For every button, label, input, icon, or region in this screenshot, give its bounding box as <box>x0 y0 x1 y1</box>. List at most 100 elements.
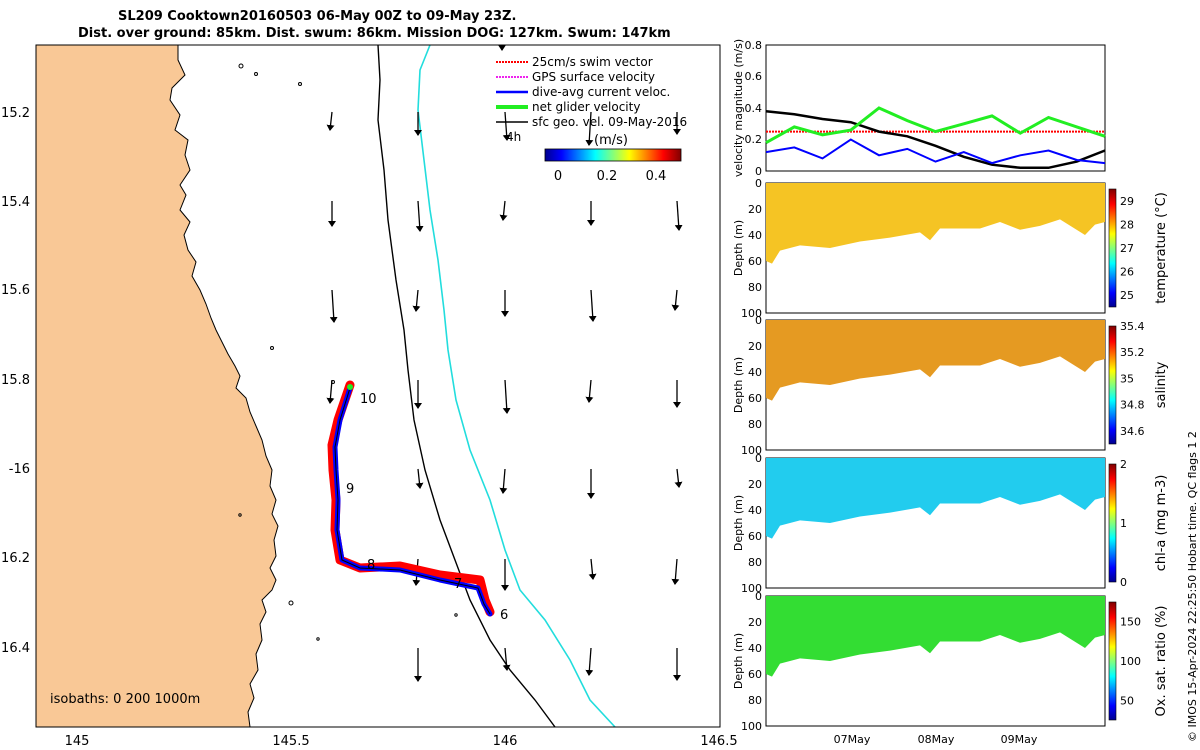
lon-ticks: 145 145.5 146 146.5 <box>65 734 738 749</box>
x-tick-label: 07May <box>834 733 871 746</box>
plot-title-line-2: Dist. over ground: 85km. Dist. swum: 86k… <box>78 26 671 41</box>
colorbar-tick-label: 35.2 <box>1120 346 1145 359</box>
y-tick-label: 80 <box>748 694 762 707</box>
section-data-area <box>766 596 1105 677</box>
legend-label: 25cm/s swim vector <box>532 55 653 69</box>
glider-path-line <box>334 387 491 615</box>
day-label: 9 <box>346 482 354 497</box>
time-axis: 07May 08May 09May <box>834 733 1038 746</box>
plot-title-line-1: SL209 Cooktown20160503 06-May 00Z to 09-… <box>118 9 517 24</box>
section-data-area <box>766 320 1105 401</box>
y-tick-label: 0 <box>755 590 762 603</box>
colorbar-tick-label: 50 <box>1120 694 1134 707</box>
velocity-y-ticks: 0 0.2 0.4 0.6 0.8 <box>745 39 763 178</box>
day-label: 6 <box>500 608 508 623</box>
section-colorbar <box>1108 325 1117 445</box>
section-ylabel: Depth (m) <box>732 220 745 276</box>
y-tick-label: 100 <box>741 444 762 457</box>
y-tick-label: 20 <box>748 616 762 629</box>
y-tick-label: 20 <box>748 340 762 353</box>
lon-tick-label: 145 <box>65 734 90 749</box>
colorbar-tick-label: 150 <box>1120 616 1141 629</box>
isobath-1000m <box>417 45 616 727</box>
colorbar-label: Ox. sat. ratio (%) <box>1154 606 1169 717</box>
section-ylabel: Depth (m) <box>732 495 745 551</box>
colorbar-label: chl-a (mg m-3) <box>1154 475 1169 572</box>
section-colorbar <box>1108 463 1117 583</box>
lat-tick-label: 15.2 <box>1 106 30 121</box>
colorbar-tick: 0.4 <box>646 169 667 184</box>
y-tick-label: 100 <box>741 307 762 320</box>
colorbar-tick-label: 0 <box>1120 576 1127 589</box>
colorbar-tick-label: 100 <box>1120 655 1141 668</box>
lon-tick-label: 146.5 <box>700 734 737 749</box>
section-panel: 25 26 27 28 29 0 20 40 60 80 100 Depth (m) temperatu… <box>732 177 1169 320</box>
geo-velocity-arrow <box>674 468 683 488</box>
geo-velocity-arrow <box>415 200 424 232</box>
colorbar-tick-label: 29 <box>1120 195 1134 208</box>
colorbar-tick-label: 26 <box>1120 266 1134 279</box>
map-legend: 25cm/s swim vector GPS surface velocity … <box>496 55 687 144</box>
glider-track <box>327 380 495 617</box>
geo-velocity-arrow <box>329 289 338 323</box>
lon-tick-label: 145.5 <box>272 734 309 749</box>
section-ylabel: Depth (m) <box>732 633 745 689</box>
lat-tick-label: 16.4 <box>1 641 30 656</box>
y-tick-label: 40 <box>748 504 762 517</box>
colorbar-tick-label: 2 <box>1120 458 1127 471</box>
y-tick-label: 40 <box>748 229 762 242</box>
y-tick-label: 0.2 <box>745 133 763 146</box>
colorbar-unit: (m/s) <box>594 133 628 148</box>
lon-tick-label: 146 <box>493 734 518 749</box>
glider-start-marker <box>347 384 353 390</box>
y-tick-label: 20 <box>748 203 762 216</box>
speed-colorbar: (m/s) 0 0.2 0.4 <box>544 133 682 184</box>
y-tick-label: 0.8 <box>745 39 763 52</box>
geo-velocity-arrow <box>588 289 597 322</box>
geo-velocity-arrow <box>671 289 680 311</box>
velocity-magnitude-panel: 0 0.2 0.4 0.6 0.8 velocity magnitude (m/… <box>732 39 1106 178</box>
colorbar-tick-label: 28 <box>1120 218 1134 231</box>
y-tick-label: 60 <box>748 255 762 268</box>
colorbar-tick: 0.2 <box>597 169 618 184</box>
section-panel: 50 100 150 0 20 40 60 80 100 Depth (m) Ox. sat. ra… <box>732 590 1169 733</box>
legend-label: GPS surface velocity <box>532 70 655 84</box>
x-tick-label: 09May <box>1001 733 1038 746</box>
y-tick-label: 0 <box>755 177 762 190</box>
map-panel: 145 145.5 146 146.5 15.2 15.4 15.6 15.8 … <box>1 44 738 749</box>
velocity-ylabel: velocity magnitude (m/s) <box>732 39 745 177</box>
colorbar-tick-label: 34.8 <box>1120 399 1145 412</box>
day-labels: 10 9 8 7 6 <box>346 392 508 623</box>
y-tick-label: 100 <box>741 720 762 733</box>
isobath-note: isobaths: 0 200 1000m <box>50 692 200 707</box>
colorbar-tick-label: 34.6 <box>1120 425 1145 438</box>
y-tick-label: 80 <box>748 281 762 294</box>
geo-velocity-arrow <box>585 647 594 676</box>
geo-velocity-arrow <box>674 200 683 231</box>
colorbar-tick: 0 <box>554 169 562 184</box>
colorbar-tick-label: 25 <box>1120 289 1134 302</box>
lat-tick-label: 16.2 <box>1 551 30 566</box>
y-tick-label: 0 <box>755 314 762 327</box>
day-label: 10 <box>360 392 377 407</box>
section-data-area <box>766 183 1105 264</box>
section-panel: 34.6 34.8 35 35.2 35.4 0 20 40 60 80 100 Depth (m) s… <box>732 314 1169 457</box>
y-tick-label: 100 <box>741 582 762 595</box>
isobath-200m <box>377 45 556 727</box>
geo-velocity-arrow <box>502 379 511 414</box>
y-tick-label: 0 <box>755 452 762 465</box>
geo-velocity-arrow <box>502 647 511 671</box>
y-tick-label: 0.6 <box>745 70 763 83</box>
colorbar-tick-label: 27 <box>1120 242 1134 255</box>
y-tick-label: 0 <box>755 165 762 178</box>
geo-velocity-arrow <box>326 111 335 131</box>
section-colorbar <box>1108 188 1117 308</box>
geo-velocity-arrow <box>585 111 594 146</box>
legend-label: sfc geo. vel. 09-May-2016 <box>532 115 687 129</box>
geo-velocity-arrow <box>585 379 594 403</box>
y-tick-label: 0.4 <box>745 102 763 115</box>
surface-geostrophic-velocity-field <box>326 45 683 682</box>
